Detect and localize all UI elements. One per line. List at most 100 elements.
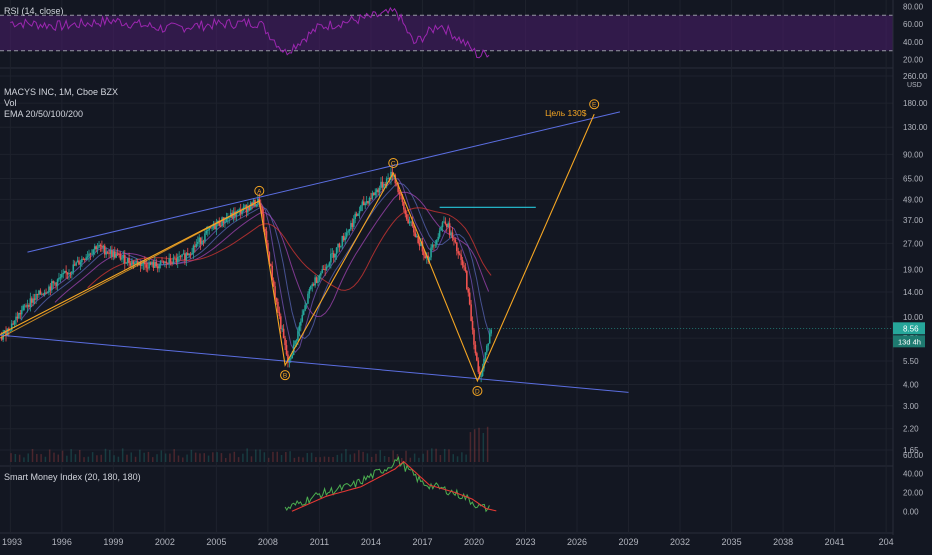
volume-bar bbox=[250, 456, 253, 462]
main-legend-vol[interactable]: Vol bbox=[4, 98, 17, 108]
volume-bar bbox=[426, 450, 429, 462]
price-tick-label: 19.00 bbox=[903, 265, 924, 274]
candle-body bbox=[324, 269, 326, 271]
candle-body bbox=[490, 329, 492, 334]
candle-body bbox=[28, 305, 30, 307]
candle-body bbox=[361, 201, 364, 206]
candle-body bbox=[119, 253, 122, 260]
candle-body bbox=[59, 277, 62, 279]
time-badge-text: 13d 4h bbox=[898, 337, 921, 346]
candle-body bbox=[408, 222, 411, 224]
candle-body bbox=[357, 213, 359, 216]
volume-bar bbox=[10, 453, 12, 462]
candle-body bbox=[284, 338, 286, 346]
candle-body bbox=[158, 264, 160, 269]
candle-body bbox=[138, 262, 140, 266]
rsi-tick-label: 80.00 bbox=[903, 2, 924, 11]
price-tick-label: 90.00 bbox=[903, 150, 924, 159]
main-panel: A B C D E Цель 130$ bbox=[0, 99, 893, 462]
candle-body bbox=[375, 189, 378, 193]
volume-bar bbox=[473, 429, 476, 462]
price-badge-bg bbox=[893, 322, 925, 335]
candle-body bbox=[83, 259, 86, 261]
candle-body bbox=[401, 195, 404, 203]
volume-bar bbox=[224, 457, 227, 462]
candle-body bbox=[5, 330, 7, 337]
candle-body bbox=[224, 221, 226, 223]
volume-bar bbox=[465, 454, 467, 462]
candle-body bbox=[178, 256, 180, 258]
candle-body bbox=[300, 321, 302, 326]
candle-body bbox=[371, 193, 374, 199]
candle-body bbox=[51, 281, 53, 291]
candle-body bbox=[297, 330, 299, 341]
candle-body bbox=[98, 244, 100, 248]
volume-bar bbox=[194, 452, 197, 462]
candle-body bbox=[18, 312, 20, 319]
candle-body bbox=[327, 265, 329, 267]
volume-bar bbox=[87, 456, 90, 462]
volume-bar bbox=[336, 454, 339, 462]
volume-bar bbox=[431, 448, 433, 462]
candle-body bbox=[450, 232, 452, 236]
rsi-legend[interactable]: RSI (14, close) bbox=[4, 6, 64, 16]
smi-signal-line bbox=[291, 460, 497, 512]
ema-line bbox=[54, 191, 490, 318]
candle-body bbox=[145, 264, 148, 268]
candle-body bbox=[35, 293, 37, 300]
candle-body bbox=[285, 345, 288, 355]
candle-body bbox=[447, 223, 450, 228]
volume-bar bbox=[310, 452, 313, 462]
candle-body bbox=[350, 223, 352, 230]
volume-bar bbox=[14, 453, 17, 462]
candle-body bbox=[311, 284, 314, 287]
candle-body bbox=[268, 252, 271, 265]
candle-body bbox=[277, 301, 279, 312]
candle-body bbox=[6, 328, 9, 337]
volume-bar bbox=[482, 432, 485, 462]
smi-legend[interactable]: Smart Money Index (20, 180, 180) bbox=[4, 472, 141, 482]
smi-tick-label: 60.00 bbox=[903, 451, 924, 460]
candle-body bbox=[274, 286, 276, 298]
main-legend-symbol[interactable]: MACYS INC, 1M, Cboe BZX bbox=[4, 87, 119, 97]
price-axis-bg bbox=[893, 0, 932, 550]
candle-body bbox=[474, 344, 477, 354]
candle-body bbox=[433, 244, 435, 246]
candle-body bbox=[383, 183, 385, 188]
candle-body bbox=[161, 260, 163, 262]
candle-body bbox=[61, 274, 63, 278]
candle-body bbox=[128, 258, 130, 264]
volume-bar bbox=[353, 453, 356, 462]
candle-body bbox=[287, 354, 289, 363]
candle-body bbox=[355, 213, 358, 216]
wave-label-circle bbox=[472, 385, 483, 396]
volume-bar bbox=[147, 451, 150, 462]
price-tick-label: 27.00 bbox=[903, 239, 924, 248]
candle-body bbox=[294, 340, 296, 345]
candle-body bbox=[15, 316, 17, 321]
candle-body bbox=[307, 293, 309, 304]
candle-body bbox=[194, 245, 196, 247]
main-legend-ema[interactable]: EMA 20/50/100/200 bbox=[4, 109, 84, 119]
candle-body bbox=[95, 246, 97, 250]
candle-body bbox=[174, 257, 176, 259]
candle-body bbox=[219, 225, 222, 227]
candle-body bbox=[39, 290, 42, 295]
volume-bar bbox=[44, 456, 47, 462]
candle-body bbox=[468, 292, 471, 305]
volume-bar bbox=[418, 457, 420, 462]
volume-bar bbox=[362, 451, 364, 462]
time-label: 1999 bbox=[103, 537, 123, 547]
candle-body bbox=[481, 368, 484, 376]
candle-body bbox=[275, 297, 278, 302]
candle-body bbox=[308, 288, 311, 294]
candle-body bbox=[78, 260, 80, 265]
candle-body bbox=[185, 253, 188, 261]
candle-body bbox=[196, 241, 199, 244]
candle-body bbox=[165, 261, 168, 263]
candle-body bbox=[467, 289, 470, 293]
volume-bar bbox=[332, 456, 334, 462]
time-label: 2038 bbox=[773, 537, 793, 547]
volume-bar bbox=[302, 457, 304, 462]
